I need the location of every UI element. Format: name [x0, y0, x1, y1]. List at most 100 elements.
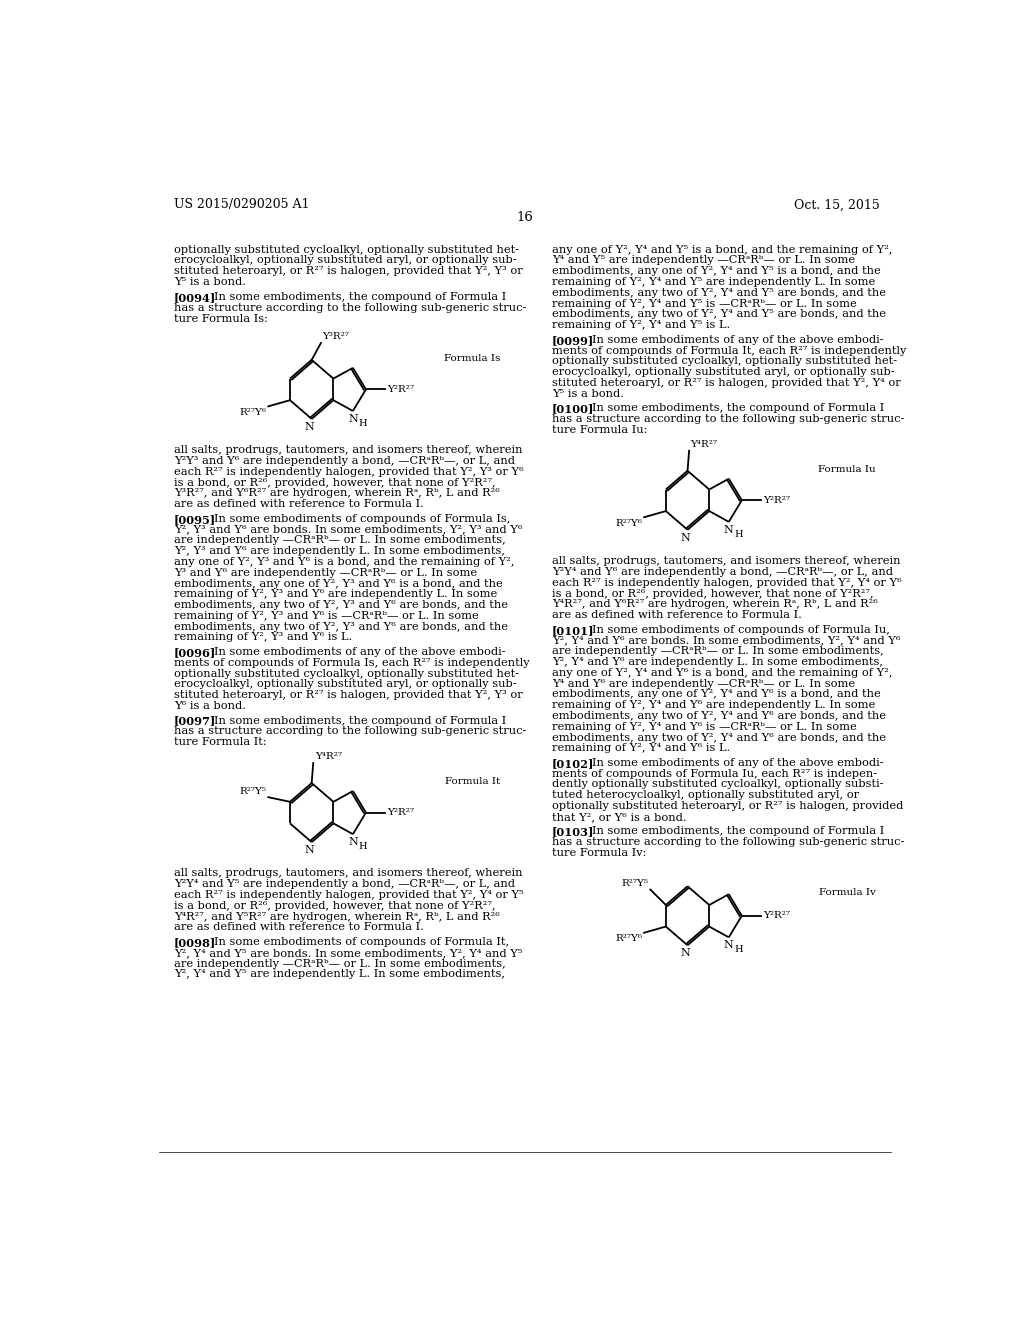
Text: Y⁶ is a bond.: Y⁶ is a bond.: [174, 701, 246, 711]
Text: Y²R²⁷: Y²R²⁷: [763, 911, 790, 920]
Text: all salts, prodrugs, tautomers, and isomers thereof, wherein: all salts, prodrugs, tautomers, and isom…: [174, 869, 522, 879]
Text: that Y², or Y⁶ is a bond.: that Y², or Y⁶ is a bond.: [552, 812, 686, 822]
Text: remaining of Y², Y⁴ and Y⁶ are independently L. In some: remaining of Y², Y⁴ and Y⁶ are independe…: [552, 700, 876, 710]
Text: tuted heterocycloalkyl, optionally substituted aryl, or: tuted heterocycloalkyl, optionally subst…: [552, 791, 859, 800]
Text: ture Formula It:: ture Formula It:: [174, 737, 266, 747]
Text: Y³R²⁷, and Y⁶R²⁷ are hydrogen, wherein Rᵃ, Rᵇ, L and R²⁶: Y³R²⁷, and Y⁶R²⁷ are hydrogen, wherein R…: [174, 488, 500, 499]
Text: N: N: [304, 422, 314, 432]
Text: remaining of Y², Y³ and Y⁶ is —CRᵃRᵇ— or L. In some: remaining of Y², Y³ and Y⁶ is —CRᵃRᵇ— or…: [174, 611, 478, 620]
Text: ments of compounds of Formula Is, each R²⁷ is independently: ments of compounds of Formula Is, each R…: [174, 657, 529, 668]
Text: has a structure according to the following sub-generic struc-: has a structure according to the followi…: [174, 726, 526, 737]
Text: remaining of Y², Y³ and Y⁶ is L.: remaining of Y², Y³ and Y⁶ is L.: [174, 632, 352, 643]
Text: Y², Y³ and Y⁶ are independently L. In some embodiments,: Y², Y³ and Y⁶ are independently L. In so…: [174, 546, 505, 556]
Text: has a structure according to the following sub-generic struc-: has a structure according to the followi…: [552, 414, 904, 424]
Text: is a bond, or R²⁶, provided, however, that none of Y²R²⁷,: is a bond, or R²⁶, provided, however, th…: [552, 589, 873, 598]
Text: Y⁵ is a bond.: Y⁵ is a bond.: [174, 277, 246, 286]
Text: remaining of Y², Y⁴ and Y⁵ are independently L. In some: remaining of Y², Y⁴ and Y⁵ are independe…: [552, 277, 876, 286]
Text: remaining of Y², Y⁴ and Y⁵ is —CRᵃRᵇ— or L. In some: remaining of Y², Y⁴ and Y⁵ is —CRᵃRᵇ— or…: [552, 298, 857, 309]
Text: R²⁷Y⁶: R²⁷Y⁶: [615, 935, 643, 944]
Text: In some embodiments, the compound of Formula I: In some embodiments, the compound of For…: [592, 826, 885, 837]
Text: R²⁷Y⁵: R²⁷Y⁵: [240, 787, 266, 796]
Text: Y⁴ and Y⁵ are independently —CRᵃRᵇ— or L. In some: Y⁴ and Y⁵ are independently —CRᵃRᵇ— or L…: [552, 256, 855, 265]
Text: ments of compounds of Formula It, each R²⁷ is independently: ments of compounds of Formula It, each R…: [552, 346, 906, 355]
Text: R²⁷Y⁵: R²⁷Y⁵: [622, 879, 649, 888]
Text: [0097]: [0097]: [174, 715, 216, 726]
Text: N: N: [348, 837, 357, 847]
Text: ture Formula Is:: ture Formula Is:: [174, 314, 267, 323]
Text: embodiments, any two of Y², Y³ and Y⁶ are bonds, and the: embodiments, any two of Y², Y³ and Y⁶ ar…: [174, 622, 508, 632]
Text: each R²⁷ is independently halogen, provided that Y², Y⁴ or Y⁵: each R²⁷ is independently halogen, provi…: [174, 890, 523, 900]
Text: In some embodiments of any of the above embodi-: In some embodiments of any of the above …: [214, 647, 506, 657]
Text: Y⁴R²⁷: Y⁴R²⁷: [690, 440, 718, 449]
Text: H: H: [358, 418, 367, 428]
Text: optionally substituted heteroaryl, or R²⁷ is halogen, provided: optionally substituted heteroaryl, or R²…: [552, 801, 903, 810]
Text: stituted heteroaryl, or R²⁷ is halogen, provided that Y², Y⁴ or: stituted heteroaryl, or R²⁷ is halogen, …: [552, 378, 901, 388]
Text: Y⁵ is a bond.: Y⁵ is a bond.: [552, 388, 624, 399]
Text: In some embodiments of any of the above embodi-: In some embodiments of any of the above …: [592, 758, 884, 768]
Text: embodiments, any one of Y², Y⁴ and Y⁶ is a bond, and the: embodiments, any one of Y², Y⁴ and Y⁶ is…: [552, 689, 881, 700]
Text: remaining of Y², Y⁴ and Y⁶ is —CRᵃRᵇ— or L. In some: remaining of Y², Y⁴ and Y⁶ is —CRᵃRᵇ— or…: [552, 722, 857, 731]
Text: any one of Y², Y³ and Y⁶ is a bond, and the remaining of Y²,: any one of Y², Y³ and Y⁶ is a bond, and …: [174, 557, 514, 568]
Text: [0098]: [0098]: [174, 937, 216, 948]
Text: each R²⁷ is independently halogen, provided that Y², Y³ or Y⁶: each R²⁷ is independently halogen, provi…: [174, 467, 523, 477]
Text: In some embodiments of any of the above embodi-: In some embodiments of any of the above …: [592, 335, 884, 345]
Text: Y²R²⁷: Y²R²⁷: [387, 808, 414, 817]
Text: Y⁴R²⁷, and Y⁵R²⁷ are hydrogen, wherein Rᵃ, Rᵇ, L and R²⁶: Y⁴R²⁷, and Y⁵R²⁷ are hydrogen, wherein R…: [174, 912, 500, 921]
Text: Y², Y⁴ and Y⁶ are independently L. In some embodiments,: Y², Y⁴ and Y⁶ are independently L. In so…: [552, 657, 883, 667]
Text: Y²Y³ and Y⁶ are independently a bond, —CRᵃRᵇ—, or L, and: Y²Y³ and Y⁶ are independently a bond, —C…: [174, 457, 515, 466]
Text: Y³R²⁷: Y³R²⁷: [323, 333, 349, 342]
Text: embodiments, any two of Y², Y⁴ and Y⁶ are bonds, and the: embodiments, any two of Y², Y⁴ and Y⁶ ar…: [552, 711, 886, 721]
Text: optionally substituted cycloalkyl, optionally substituted het-: optionally substituted cycloalkyl, optio…: [174, 244, 519, 255]
Text: are independently —CRᵃRᵇ— or L. In some embodiments,: are independently —CRᵃRᵇ— or L. In some …: [552, 647, 884, 656]
Text: embodiments, any one of Y², Y⁴ and Y⁵ is a bond, and the: embodiments, any one of Y², Y⁴ and Y⁵ is…: [552, 267, 881, 276]
Text: has a structure according to the following sub-generic struc-: has a structure according to the followi…: [174, 304, 526, 313]
Text: N: N: [724, 525, 733, 535]
Text: optionally substituted cycloalkyl, optionally substituted het-: optionally substituted cycloalkyl, optio…: [552, 356, 897, 366]
Text: R²⁷Y⁶: R²⁷Y⁶: [615, 519, 643, 528]
Text: Y²Y⁴ and Y⁶ are independently a bond, —CRᵃRᵇ—, or L, and: Y²Y⁴ and Y⁶ are independently a bond, —C…: [552, 568, 893, 577]
Text: each R²⁷ is independently halogen, provided that Y², Y⁴ or Y⁶: each R²⁷ is independently halogen, provi…: [552, 578, 902, 587]
Text: In some embodiments of compounds of Formula Is,: In some embodiments of compounds of Form…: [214, 513, 510, 524]
Text: R²⁷Y⁶: R²⁷Y⁶: [240, 408, 266, 417]
Text: [0102]: [0102]: [552, 758, 594, 770]
Text: stituted heteroaryl, or R²⁷ is halogen, provided that Y², Y³ or: stituted heteroaryl, or R²⁷ is halogen, …: [174, 690, 522, 700]
Text: N: N: [680, 948, 690, 958]
Text: ments of compounds of Formula Iu, each R²⁷ is indepen-: ments of compounds of Formula Iu, each R…: [552, 768, 877, 779]
Text: has a structure according to the following sub-generic struc-: has a structure according to the followi…: [552, 837, 904, 847]
Text: [0094]: [0094]: [174, 293, 216, 304]
Text: N: N: [680, 533, 690, 543]
Text: Y²R²⁷: Y²R²⁷: [763, 496, 790, 504]
Text: In some embodiments, the compound of Formula I: In some embodiments, the compound of For…: [214, 293, 506, 302]
Text: all salts, prodrugs, tautomers, and isomers thereof, wherein: all salts, prodrugs, tautomers, and isom…: [174, 445, 522, 455]
Text: ture Formula Iv:: ture Formula Iv:: [552, 847, 646, 858]
Text: erocycloalkyl, optionally substituted aryl, or optionally sub-: erocycloalkyl, optionally substituted ar…: [552, 367, 895, 378]
Text: embodiments, any two of Y², Y⁴ and Y⁵ are bonds, and the: embodiments, any two of Y², Y⁴ and Y⁵ ar…: [552, 288, 886, 298]
Text: any one of Y², Y⁴ and Y⁵ is a bond, and the remaining of Y²,: any one of Y², Y⁴ and Y⁵ is a bond, and …: [552, 244, 893, 255]
Text: N: N: [724, 940, 733, 950]
Text: remaining of Y², Y⁴ and Y⁵ is L.: remaining of Y², Y⁴ and Y⁵ is L.: [552, 321, 730, 330]
Text: In some embodiments of compounds of Formula Iu,: In some embodiments of compounds of Form…: [592, 624, 890, 635]
Text: ture Formula Iu:: ture Formula Iu:: [552, 425, 647, 434]
Text: is a bond, or R²⁶, provided, however, that none of Y²R²⁷,: is a bond, or R²⁶, provided, however, th…: [174, 900, 496, 911]
Text: Formula Iu: Formula Iu: [818, 465, 876, 474]
Text: are independently —CRᵃRᵇ— or L. In some embodiments,: are independently —CRᵃRᵇ— or L. In some …: [174, 958, 506, 969]
Text: US 2015/0290205 A1: US 2015/0290205 A1: [174, 198, 309, 211]
Text: erocycloalkyl, optionally substituted aryl, or optionally sub-: erocycloalkyl, optionally substituted ar…: [174, 256, 516, 265]
Text: Oct. 15, 2015: Oct. 15, 2015: [794, 198, 880, 211]
Text: [0095]: [0095]: [174, 513, 216, 525]
Text: Y²Y⁴ and Y⁵ are independently a bond, —CRᵃRᵇ—, or L, and: Y²Y⁴ and Y⁵ are independently a bond, —C…: [174, 879, 515, 890]
Text: N: N: [304, 845, 314, 855]
Text: remaining of Y², Y⁴ and Y⁶ is L.: remaining of Y², Y⁴ and Y⁶ is L.: [552, 743, 730, 754]
Text: Formula Is: Formula Is: [443, 354, 500, 363]
Text: is a bond, or R²⁶, provided, however, that none of Y²R²⁷,: is a bond, or R²⁶, provided, however, th…: [174, 478, 496, 487]
Text: Formula It: Formula It: [444, 777, 500, 787]
Text: 16: 16: [516, 211, 534, 224]
Text: are as defined with reference to Formula I.: are as defined with reference to Formula…: [552, 610, 802, 620]
Text: N: N: [348, 414, 357, 424]
Text: embodiments, any one of Y², Y³ and Y⁶ is a bond, and the: embodiments, any one of Y², Y³ and Y⁶ is…: [174, 578, 503, 589]
Text: are as defined with reference to Formula I.: are as defined with reference to Formula…: [174, 923, 424, 932]
Text: erocycloalkyl, optionally substituted aryl, or optionally sub-: erocycloalkyl, optionally substituted ar…: [174, 680, 516, 689]
Text: are as defined with reference to Formula I.: are as defined with reference to Formula…: [174, 499, 424, 510]
Text: [0103]: [0103]: [552, 826, 594, 837]
Text: Y², Y³ and Y⁶ are bonds. In some embodiments, Y², Y³ and Y⁶: Y², Y³ and Y⁶ are bonds. In some embodim…: [174, 524, 522, 535]
